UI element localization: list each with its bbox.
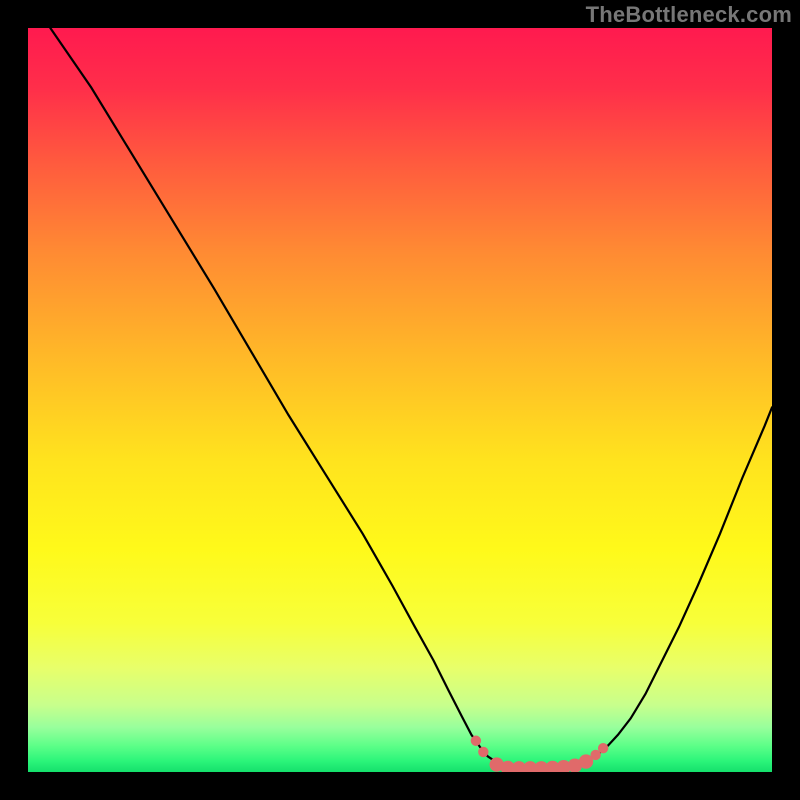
chart-frame: TheBottleneck.com [0, 0, 800, 800]
curve-marker [478, 747, 488, 757]
chart-background [28, 28, 772, 772]
curve-marker [598, 743, 608, 753]
curve-marker [471, 736, 481, 746]
bottleneck-chart [0, 0, 800, 800]
watermark-text: TheBottleneck.com [586, 2, 792, 28]
